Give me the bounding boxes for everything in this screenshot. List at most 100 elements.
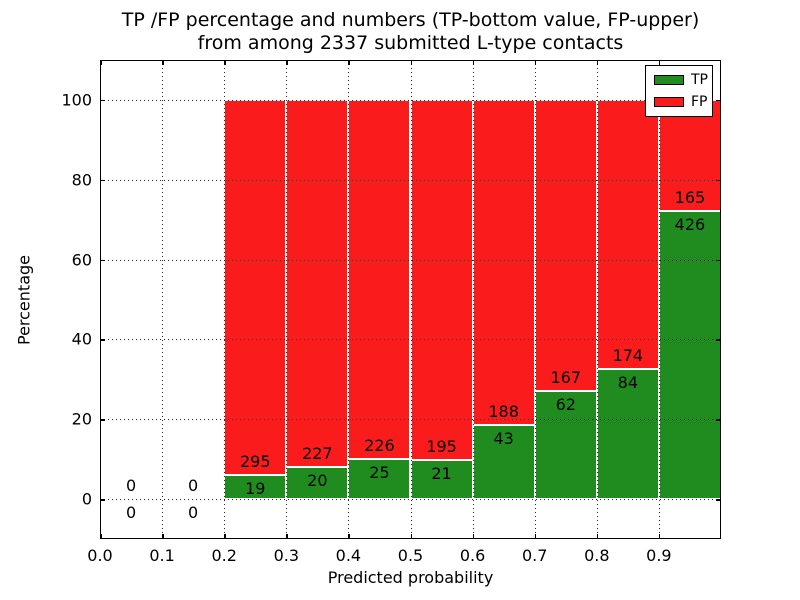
gridline-x-0.9 — [658, 60, 660, 539]
gridline-x-0.3 — [286, 60, 288, 539]
fp-count-label: 295 — [239, 451, 271, 471]
y-tick-right-40 — [716, 339, 721, 341]
y-tick-label-60: 60 — [71, 250, 92, 270]
gridline-y-80 — [100, 179, 721, 181]
fp-count-label: 174 — [612, 346, 644, 366]
bar-fp-0.3 — [286, 99, 349, 467]
y-tick-right-0 — [716, 499, 721, 501]
x-tick-label-0.9: 0.9 — [646, 546, 672, 565]
gridline-x-0.5 — [410, 60, 412, 539]
chart-title: TP /FP percentage and numbers (TP-bottom… — [100, 9, 721, 55]
x-tick-top-0.9 — [658, 60, 661, 65]
x-tick-bottom-0.0 — [100, 534, 102, 539]
x-tick-label-0.1: 0.1 — [149, 546, 175, 565]
legend: TP FP — [645, 65, 713, 117]
plot-area: TP FP 0 0 0 0 295 19 227 20 226 25 195 21 188 43 167 62… — [100, 60, 721, 539]
y-tick-label-40: 40 — [71, 329, 92, 349]
y-tick-left-80 — [100, 179, 105, 182]
bar-tp-0.2 — [224, 474, 287, 500]
x-tick-label-0.6: 0.6 — [459, 546, 486, 565]
x-tick-top-0.0 — [100, 60, 102, 65]
fp-count-label: 226 — [364, 436, 395, 456]
gridline-y-20 — [100, 419, 721, 421]
fp-color-swatch — [654, 97, 684, 107]
gridline-y-40 — [100, 339, 721, 341]
tp-count-label: 21 — [431, 464, 452, 484]
x-tick-top-0.1 — [162, 60, 164, 65]
gridline-y-100 — [100, 99, 721, 101]
chart-title-line1: TP /FP percentage and numbers (TP-bottom… — [121, 9, 700, 31]
tp-count-label: 43 — [493, 428, 514, 448]
x-tick-top-0.4 — [348, 60, 350, 65]
x-tick-bottom-0.4 — [348, 534, 350, 539]
x-tick-label-0.2: 0.2 — [211, 546, 237, 565]
y-tick-left-60 — [100, 259, 105, 262]
x-tick-bottom-0.8 — [596, 534, 599, 539]
gridline-x-0.1 — [162, 60, 164, 539]
chart-title-line2: from among 2337 submitted L-type contact… — [197, 32, 624, 54]
x-tick-bottom-0.3 — [286, 534, 288, 539]
bar-fp-0.4 — [348, 99, 411, 460]
x-tick-top-0.5 — [410, 60, 412, 65]
bar-tp-0.4 — [348, 459, 411, 500]
x-tick-top-0.8 — [596, 60, 599, 65]
x-tick-top-0.2 — [224, 60, 226, 65]
x-tick-bottom-0.7 — [534, 534, 537, 539]
x-tick-top-0.6 — [472, 60, 475, 65]
y-tick-label-80: 80 — [71, 170, 92, 190]
tp-count-label: 25 — [369, 463, 390, 483]
x-tick-bottom-0.6 — [472, 534, 475, 539]
fp-count-label: 165 — [674, 188, 706, 208]
gridline-x-0.4 — [348, 60, 350, 539]
x-tick-bottom-0.9 — [658, 534, 661, 539]
bar-fp-0.7 — [534, 99, 597, 392]
gridline-x-0.8 — [596, 60, 598, 539]
y-tick-label-100: 100 — [61, 90, 92, 110]
bar-fp-0.8 — [596, 99, 659, 370]
gridline-x-0.7 — [534, 60, 536, 539]
tp-count-label: 20 — [307, 470, 328, 490]
tp-count-label: 0 — [188, 503, 199, 523]
y-tick-label-20: 20 — [71, 409, 92, 429]
gridline-y-60 — [100, 259, 721, 261]
x-tick-label-0.3: 0.3 — [273, 546, 300, 565]
y-tick-left-20 — [100, 419, 105, 421]
bar-tp-0.9 — [658, 211, 721, 500]
y-tick-label-0: 0 — [81, 489, 92, 509]
x-tick-label-0.5: 0.5 — [397, 546, 424, 565]
tp-count-label: 62 — [555, 395, 576, 415]
tp-count-label: 19 — [245, 478, 266, 498]
bar-tp-0.8 — [596, 369, 659, 500]
fp-count-label: 0 — [125, 476, 137, 496]
x-axis-label: Predicted probability — [327, 568, 494, 587]
x-tick-label-0.4: 0.4 — [335, 546, 362, 565]
gridline-x-0.6 — [472, 60, 474, 539]
x-tick-label-0.0: 0.0 — [87, 546, 113, 565]
fp-count-label: 227 — [302, 443, 333, 463]
x-tick-top-0.7 — [534, 60, 537, 65]
x-tick-bottom-0.2 — [224, 534, 226, 539]
y-tick-right-80 — [716, 179, 721, 182]
tp-count-label: 0 — [125, 503, 137, 523]
bar-fp-0.6 — [472, 99, 535, 425]
y-tick-right-20 — [716, 419, 721, 421]
fp-count-label: 167 — [550, 368, 582, 388]
y-tick-right-100 — [716, 99, 721, 102]
y-tick-left-0 — [100, 499, 105, 501]
legend-item-fp: FP — [654, 95, 708, 109]
x-tick-bottom-0.1 — [162, 534, 164, 539]
x-tick-label-0.8: 0.8 — [584, 546, 610, 565]
fp-count-label: 195 — [426, 437, 457, 457]
fp-count-label: 0 — [188, 476, 199, 496]
x-tick-label-0.7: 0.7 — [521, 546, 548, 565]
tp-color-swatch — [654, 75, 684, 85]
y-tick-right-60 — [716, 259, 721, 262]
bar-fp-0.5 — [410, 99, 473, 461]
gridline-x-0.2 — [224, 60, 226, 539]
x-tick-top-0.3 — [286, 60, 288, 65]
tp-count-label: 426 — [674, 215, 706, 235]
tp-count-label: 84 — [617, 373, 639, 393]
legend-label-fp: FP — [691, 94, 708, 110]
legend-item-tp: TP — [654, 73, 708, 87]
